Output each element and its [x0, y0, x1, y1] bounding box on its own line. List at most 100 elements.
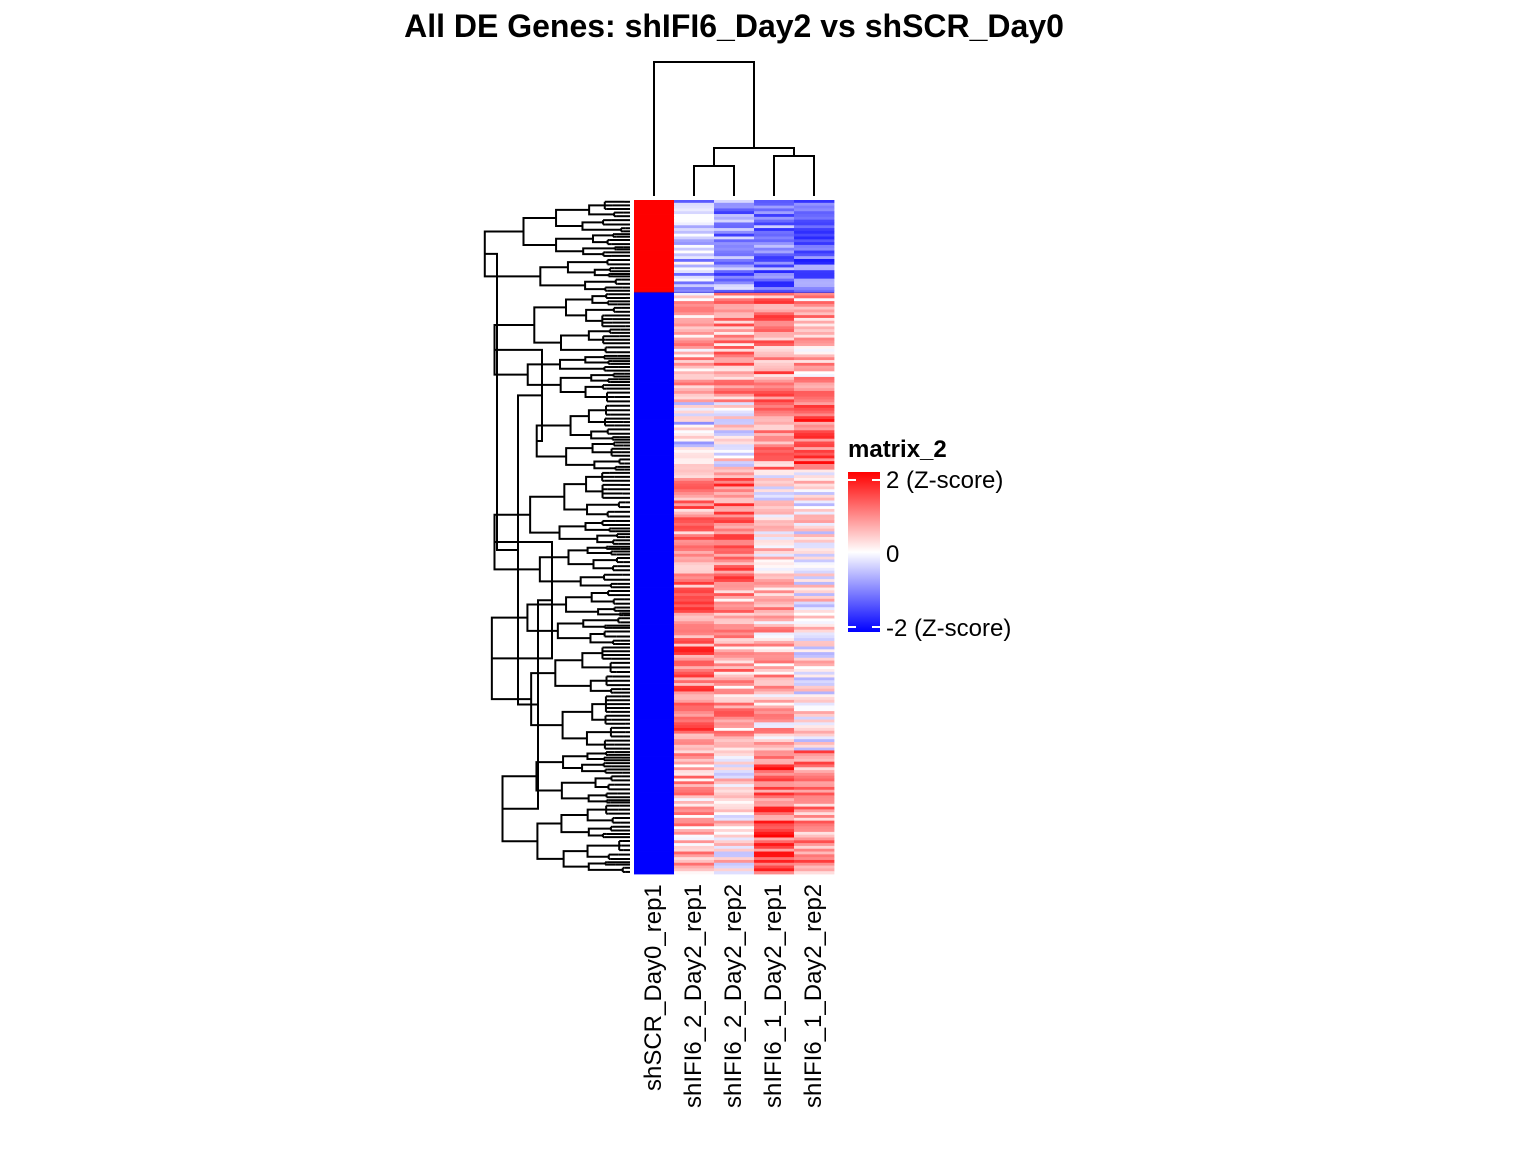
heatmap-cell: [714, 862, 755, 866]
heatmap-cell: [714, 598, 755, 602]
heatmap-cell: [754, 739, 795, 743]
heatmap-cell: [754, 778, 795, 782]
heatmap-cell: [674, 264, 715, 268]
heatmap-cell: [674, 629, 715, 633]
heatmap-cell: [794, 478, 835, 482]
heatmap-cell: [714, 281, 755, 285]
heatmap-cell: [794, 694, 835, 698]
heatmap-cell: [674, 348, 715, 353]
dendrogram-branch: [591, 703, 606, 721]
heatmap-cell: [674, 868, 715, 872]
heatmap-cell: [634, 315, 675, 319]
heatmap-cell: [634, 242, 675, 246]
heatmap-cell: [794, 683, 835, 687]
heatmap-cell: [674, 382, 715, 386]
heatmap-cell: [674, 452, 715, 456]
heatmap-cell: [634, 539, 675, 544]
heatmap-cell: [714, 396, 755, 400]
heatmap-cell: [794, 301, 835, 305]
heatmap-cell: [754, 694, 795, 698]
heatmap-cell: [754, 424, 795, 428]
heatmap-cell: [794, 365, 835, 369]
heatmap-cell: [674, 750, 715, 754]
heatmap-cell: [674, 295, 715, 299]
heatmap-cell: [674, 247, 715, 251]
heatmap-cell: [714, 452, 755, 456]
heatmap-cell: [794, 250, 835, 254]
heatmap-cell: [674, 362, 715, 367]
heatmap-cell: [634, 803, 675, 807]
heatmap-cell: [634, 421, 675, 426]
heatmap-cell: [714, 385, 755, 389]
heatmap-cell: [714, 539, 755, 544]
heatmap-cell: [714, 379, 755, 383]
heatmap-cell: [674, 539, 715, 544]
heatmap-cell: [674, 871, 715, 875]
heatmap-cell: [674, 463, 715, 468]
heatmap-cell: [714, 390, 755, 395]
heatmap-cell: [714, 815, 755, 819]
heatmap-cell: [714, 410, 755, 414]
heatmap-cell: [794, 857, 835, 861]
heatmap-cell: [714, 382, 755, 386]
heatmap-cell: [634, 711, 675, 715]
heatmap-cell: [714, 680, 755, 684]
heatmap-cell: [674, 826, 715, 830]
heatmap-cell: [674, 402, 715, 406]
heatmap-cell: [754, 449, 795, 454]
heatmap-cell: [634, 399, 675, 403]
heatmap-cell: [634, 697, 675, 701]
heatmap-cell: [714, 346, 755, 350]
heatmap-cell: [754, 744, 795, 749]
heatmap-cell: [634, 376, 675, 381]
heatmap-cell: [714, 273, 755, 277]
heatmap-cell: [634, 567, 675, 572]
heatmap-cell: [634, 607, 675, 611]
heatmap-cell: [714, 798, 755, 802]
heatmap-cell: [714, 419, 755, 423]
heatmap-cell: [714, 511, 755, 515]
heatmap-cell: [714, 668, 755, 673]
heatmap-cell: [794, 646, 835, 650]
heatmap-cell: [714, 317, 755, 322]
heatmap-cell: [714, 831, 755, 836]
heatmap-cell: [634, 837, 675, 841]
heatmap-cell: [674, 756, 715, 760]
heatmap-cell: [714, 312, 755, 316]
heatmap-cell: [634, 579, 675, 583]
heatmap-cell: [714, 823, 755, 827]
heatmap-cell: [754, 643, 795, 647]
heatmap-cell: [754, 534, 795, 538]
heatmap-cell: [754, 244, 795, 249]
dendrogram-branch: [526, 603, 567, 632]
heatmap-cell: [634, 744, 675, 749]
heatmap-cell: [754, 654, 795, 659]
heatmap-cell: [714, 497, 755, 501]
heatmap-cell: [714, 666, 755, 670]
heatmap-cell: [634, 374, 675, 378]
heatmap-cell: [634, 694, 675, 698]
heatmap-cell: [674, 250, 715, 254]
heatmap-cell: [754, 323, 795, 327]
row-dendrogram: [483, 200, 630, 873]
heatmap-cell: [754, 396, 795, 400]
heatmap-cell: [674, 845, 715, 850]
heatmap-cell: [714, 663, 755, 667]
heatmap-cell: [794, 688, 835, 692]
heatmap-cell: [714, 492, 755, 496]
heatmap-cell: [634, 497, 675, 501]
heatmap-cell: [634, 441, 675, 445]
heatmap-cell: [714, 727, 755, 732]
heatmap-cell: [674, 351, 715, 355]
heatmap-cell: [714, 809, 755, 813]
heatmap-cell: [754, 211, 795, 215]
heatmap-cell: [634, 778, 675, 782]
heatmap-cell: [714, 646, 755, 650]
heatmap-cell: [634, 635, 675, 639]
heatmap-cell: [674, 840, 715, 844]
heatmap-cell: [634, 747, 675, 751]
heatmap-cell: [794, 236, 835, 240]
heatmap-cell: [674, 315, 715, 319]
heatmap-cell: [674, 287, 715, 291]
heatmap-cell: [674, 581, 715, 586]
